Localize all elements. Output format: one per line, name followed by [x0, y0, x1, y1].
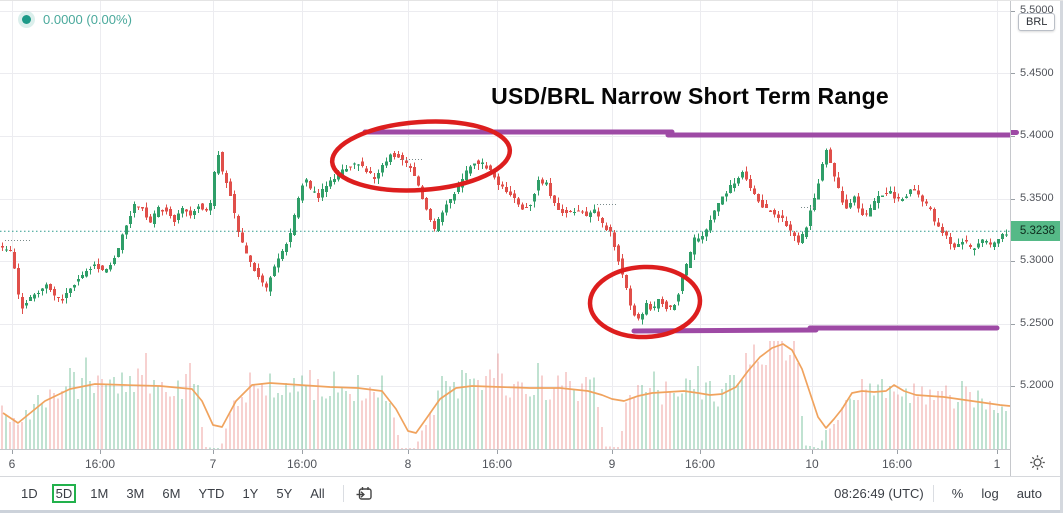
range-button-6m[interactable]: 6M — [162, 486, 181, 501]
resistance-line-axis-nub — [1011, 130, 1019, 135]
range-button-ytd[interactable]: YTD — [198, 486, 225, 501]
price-tick — [1011, 136, 1015, 137]
price-tick — [1011, 73, 1015, 74]
time-tick — [302, 450, 303, 454]
chart-pane[interactable]: 0.0000 (0.00%) USD/BRL Narrow Short Term… — [0, 1, 1010, 449]
range-selector: 1D 5D 1M 3M 6M YTD 1Y 5Y All — [12, 484, 334, 503]
time-axis[interactable]: 6 16:00 7 16:00 8 16:00 9 16:00 10 16:00 1 — [0, 449, 1063, 476]
series-dot-icon — [22, 15, 31, 24]
gear-icon[interactable] — [1029, 454, 1046, 471]
time-tick — [897, 450, 898, 454]
time-label: 9 — [608, 457, 616, 471]
price-axis[interactable]: BRL 5.3238 5.5000 5.4500 5.4000 5.3500 5.300… — [1010, 1, 1063, 449]
range-button-5y[interactable]: 5Y — [276, 486, 293, 501]
time-tick — [612, 450, 613, 454]
gear-spokes — [1029, 455, 1045, 470]
time-label: 16:00 — [684, 457, 716, 471]
scale-buttons: % log auto — [943, 486, 1051, 501]
time-label: 8 — [404, 457, 412, 471]
range-button-1d[interactable]: 1D — [21, 486, 38, 501]
window-right-edge — [1060, 1, 1063, 513]
price-tick — [1011, 386, 1015, 387]
time-label: 7 — [209, 457, 217, 471]
time-tick — [812, 450, 813, 454]
currency-badge: BRL — [1018, 13, 1056, 31]
range-button-all[interactable]: All — [310, 486, 325, 501]
time-label: 6 — [8, 457, 16, 471]
price-label: 5.2000 — [1020, 379, 1054, 391]
window-bottom-edge — [0, 510, 1063, 513]
scale-button-log[interactable]: log — [981, 486, 999, 501]
scale-button-auto[interactable]: auto — [1016, 486, 1042, 501]
axis-settings-cell[interactable] — [1010, 449, 1063, 476]
series-legend: 0.0000 (0.00%) — [22, 12, 132, 27]
time-label: 16:00 — [286, 457, 318, 471]
current-price-badge: 5.3238 — [1011, 221, 1063, 241]
time-tick — [408, 450, 409, 454]
series-change-text: 0.0000 (0.00%) — [43, 12, 132, 27]
price-label: 5.4000 — [1020, 129, 1054, 141]
time-tick — [213, 450, 214, 454]
price-label: 5.4500 — [1020, 66, 1054, 79]
bottom-toolbar: 1D 5D 1M 3M 6M YTD 1Y 5Y All 08:26:49 (UTC) % log… — [0, 476, 1063, 510]
range-button-5d[interactable]: 5D — [51, 484, 77, 503]
range-button-1y[interactable]: 1Y — [242, 486, 259, 501]
time-tick — [997, 450, 998, 454]
go-to-date-icon — [356, 487, 372, 500]
time-label: 1 — [993, 457, 1001, 471]
timezone-clock[interactable]: 08:26:49 (UTC) — [834, 486, 924, 501]
price-tick — [1011, 261, 1015, 262]
toolbar-divider — [342, 485, 344, 502]
time-tick — [700, 450, 701, 454]
time-tick — [497, 450, 498, 454]
annotation-title: USD/BRL Narrow Short Term Range — [491, 83, 889, 109]
price-label: 5.3000 — [1020, 254, 1054, 266]
time-label: 16:00 — [481, 457, 513, 471]
time-tick — [12, 450, 13, 454]
toolbar-divider — [932, 485, 934, 502]
price-label: 5.5000 — [1020, 4, 1054, 16]
price-tick — [1011, 11, 1015, 12]
time-tick — [100, 450, 101, 454]
chart-canvas[interactable] — [0, 1, 1010, 449]
price-tick — [1011, 324, 1015, 325]
price-tick — [1011, 199, 1015, 200]
price-label: 5.2500 — [1020, 316, 1054, 329]
range-button-3m[interactable]: 3M — [126, 486, 145, 501]
time-label: 10 — [805, 457, 819, 471]
range-button-1m[interactable]: 1M — [90, 486, 109, 501]
scale-button-percent[interactable]: % — [951, 486, 964, 501]
time-label: 16:00 — [881, 457, 913, 471]
go-to-date-button[interactable] — [353, 482, 376, 505]
time-label: 16:00 — [84, 457, 116, 471]
price-label: 5.3500 — [1020, 191, 1054, 204]
